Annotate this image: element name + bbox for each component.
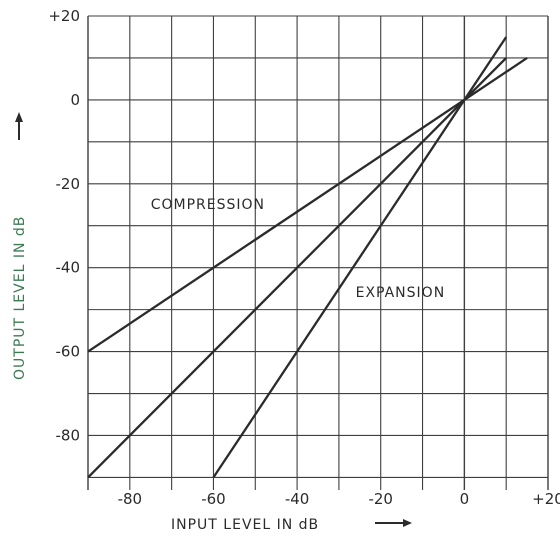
y-axis-label: OUTPUT LEVEL IN dB [12,216,28,380]
x-axis-arrow-icon [375,519,412,527]
x-tick-label: 0 [460,490,470,508]
y-tick-label: -20 [56,175,81,193]
x-tick-label: -40 [285,490,310,508]
y-axis-arrow-icon [15,112,23,140]
y-tick-label: -40 [56,259,81,277]
series-lines [87,36,528,479]
series-line-3 [212,36,508,479]
x-axis-label: INPUT LEVEL IN dB [171,517,319,533]
series-line-1 [87,56,528,353]
x-tick-label: -60 [201,490,226,508]
x-tick-label: -80 [118,490,143,508]
y-tick-label: -60 [56,343,81,361]
annotation-label: COMPRESSION [151,197,265,213]
annotation-label: EXPANSION [356,285,446,301]
series-line-2 [87,57,507,479]
y-tick-label: 0 [70,91,80,109]
annotations: COMPRESSION EXPANSION [151,197,446,301]
grid [87,15,549,490]
tick-labels: -80 -60 -40 -20 0 +20 +20 0 -20 -40 -60 -80 [48,7,560,508]
x-tick-label: -20 [368,490,393,508]
x-tick-label: +20 [532,490,560,508]
y-tick-label: -80 [56,426,81,444]
y-tick-label: +20 [48,7,80,25]
